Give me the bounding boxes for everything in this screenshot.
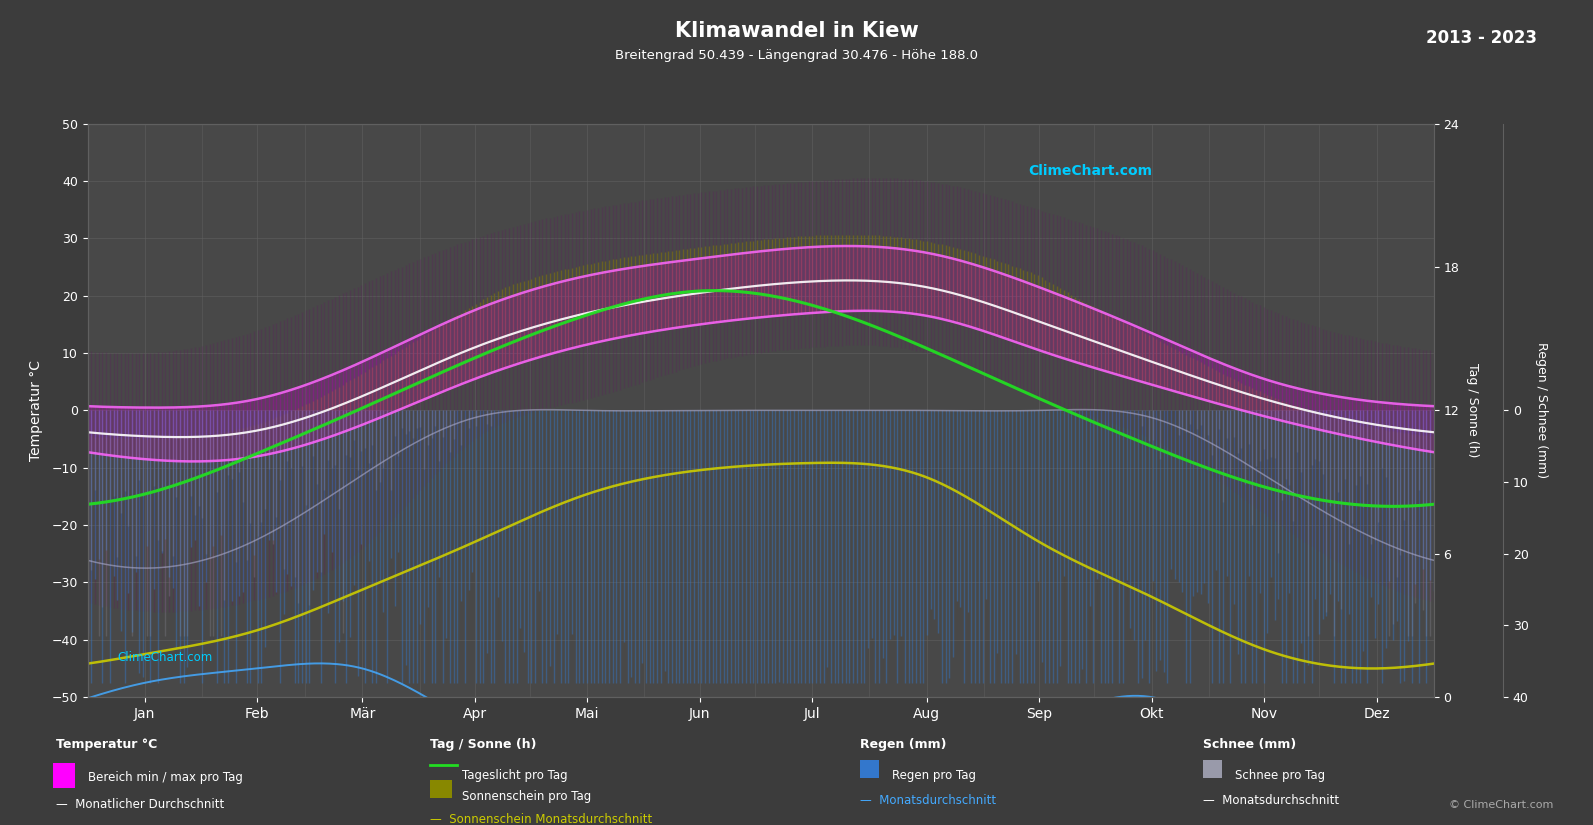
Text: Regen pro Tag: Regen pro Tag [892, 769, 977, 782]
Y-axis label: Tag / Sonne (h): Tag / Sonne (h) [1466, 363, 1478, 458]
Text: —  Sonnenschein Monatsdurchschnitt: — Sonnenschein Monatsdurchschnitt [430, 813, 653, 825]
Y-axis label: Temperatur °C: Temperatur °C [29, 360, 43, 461]
Text: Sonnenschein pro Tag: Sonnenschein pro Tag [462, 790, 591, 803]
Text: Schnee (mm): Schnee (mm) [1203, 738, 1297, 752]
Text: ClimeChart.com: ClimeChart.com [1027, 164, 1152, 178]
Text: Schnee pro Tag: Schnee pro Tag [1235, 769, 1325, 782]
Text: Tageslicht pro Tag: Tageslicht pro Tag [462, 769, 567, 782]
Text: Regen (mm): Regen (mm) [860, 738, 946, 752]
Text: Temperatur °C: Temperatur °C [56, 738, 158, 752]
Text: Klimawandel in Kiew: Klimawandel in Kiew [674, 21, 919, 40]
Y-axis label: Regen / Schnee (mm): Regen / Schnee (mm) [1536, 342, 1548, 478]
Text: Tag / Sonne (h): Tag / Sonne (h) [430, 738, 537, 752]
Text: 2013 - 2023: 2013 - 2023 [1426, 29, 1537, 47]
Text: Breitengrad 50.439 - Längengrad 30.476 - Höhe 188.0: Breitengrad 50.439 - Längengrad 30.476 -… [615, 50, 978, 63]
Text: —  Monatsdurchschnitt: — Monatsdurchschnitt [1203, 794, 1338, 808]
Text: Bereich min / max pro Tag: Bereich min / max pro Tag [88, 771, 242, 785]
Text: © ClimeChart.com: © ClimeChart.com [1448, 800, 1553, 810]
Text: ClimeChart.com: ClimeChart.com [118, 651, 212, 664]
Text: —  Monatlicher Durchschnitt: — Monatlicher Durchschnitt [56, 798, 225, 811]
Text: —  Monatsdurchschnitt: — Monatsdurchschnitt [860, 794, 996, 808]
